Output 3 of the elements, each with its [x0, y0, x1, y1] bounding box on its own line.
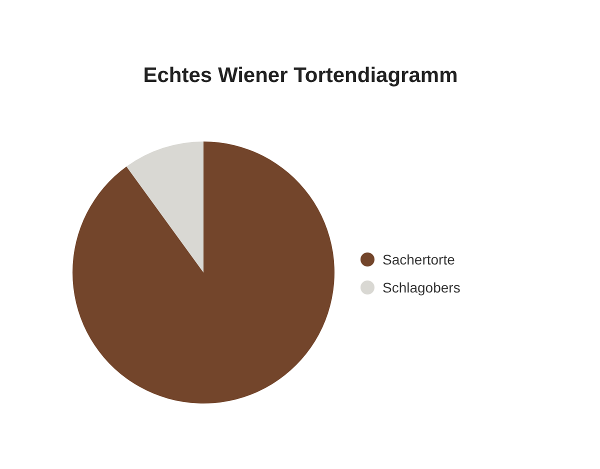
legend-label: Schlagobers	[382, 280, 460, 296]
legend-label: Sachertorte	[382, 252, 456, 268]
chart-title: Echtes Wiener Tortendiagramm	[143, 64, 458, 87]
